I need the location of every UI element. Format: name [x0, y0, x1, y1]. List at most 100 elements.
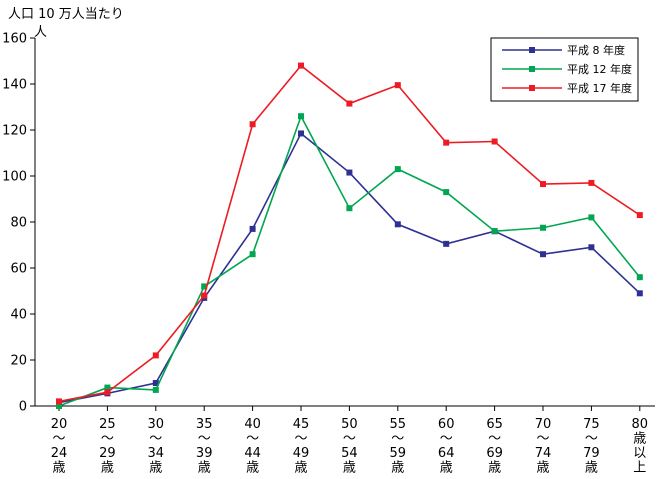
data-point: [56, 403, 62, 409]
x-tick-label: 〜: [198, 432, 211, 447]
series-3: [56, 62, 643, 405]
y-tick-label: 100: [2, 170, 27, 185]
x-tick-label: 〜: [391, 432, 404, 447]
x-tick-label: 〜: [440, 432, 453, 447]
data-point: [443, 139, 450, 146]
x-tick-label: 〜: [246, 432, 259, 447]
data-point: [346, 169, 353, 176]
data-point: [588, 214, 595, 221]
x-tick-label: 〜: [149, 432, 162, 447]
x-tick-label: 60: [438, 417, 455, 432]
x-tick-label: 〜: [52, 432, 65, 447]
legend-item: 平成 8 年度: [502, 43, 625, 57]
x-tick-label: 45: [293, 417, 310, 432]
y-tick-label: 60: [10, 262, 27, 277]
x-tick-label: 歳: [440, 461, 453, 476]
data-point: [249, 225, 256, 232]
legend-label: 平成 17 年度: [567, 81, 632, 95]
data-point: [394, 82, 401, 89]
legend-marker: [529, 66, 535, 72]
series-2: [56, 113, 643, 409]
data-point: [540, 181, 546, 188]
y-axis-label-line1: 人口 10 万人当たり: [8, 7, 124, 22]
x-tick-label: 44: [244, 446, 261, 461]
y-tick-label: 40: [10, 308, 27, 323]
x-tick-label: 50: [341, 417, 358, 432]
data-point: [588, 244, 595, 251]
x-tick-label: 30: [148, 417, 165, 432]
legend-label: 平成 12 年度: [567, 62, 632, 76]
y-tick-label: 20: [10, 354, 27, 369]
data-point: [249, 121, 256, 128]
data-point: [394, 221, 401, 228]
data-point: [298, 62, 304, 69]
data-point: [443, 240, 450, 247]
data-point: [298, 130, 304, 137]
x-tick-label: 54: [341, 446, 358, 461]
x-tick-label: 〜: [488, 432, 501, 447]
x-tick-label: 歳: [391, 461, 404, 476]
legend-item: 平成 17 年度: [502, 81, 632, 95]
data-point: [201, 292, 208, 299]
legend-box: [490, 37, 639, 102]
x-tick-label: 〜: [585, 432, 598, 447]
x-tick-label: 64: [438, 446, 455, 461]
x-tick-label: 歳: [294, 461, 307, 476]
y-tick-label: 120: [2, 124, 27, 139]
series-layer: [56, 62, 643, 409]
y-tick-label: 80: [10, 216, 27, 231]
data-point: [298, 113, 304, 120]
y-tick-label: 140: [2, 78, 27, 93]
x-tick-label: 75: [583, 417, 600, 432]
data-point: [346, 100, 353, 107]
data-point: [104, 384, 111, 391]
x-tick-label: 49: [293, 446, 310, 461]
data-point: [249, 251, 256, 258]
x-tick-label: 40: [244, 417, 261, 432]
data-point: [104, 389, 111, 396]
data-point: [636, 212, 643, 219]
data-point: [152, 386, 159, 393]
x-tick-label: 59: [390, 446, 407, 461]
data-point: [152, 380, 159, 386]
x-tick-label: 65: [486, 417, 503, 432]
x-tick-label: 歳: [101, 461, 114, 476]
x-tick-label: 歳: [585, 461, 598, 476]
data-point: [443, 189, 450, 196]
x-tick-label: 以: [633, 446, 646, 461]
x-tick-label: 20: [51, 417, 68, 432]
x-tick-label: 25: [99, 417, 116, 432]
y-axis-label-line2: 人: [34, 25, 47, 40]
data-point: [394, 166, 401, 173]
x-tick-label: 歳: [198, 461, 211, 476]
x-tick-label: 29: [99, 446, 116, 461]
x-tick-label: 39: [196, 446, 213, 461]
x-axis: 20〜24歳25〜29歳30〜34歳35〜39歳40〜44歳45〜49歳50〜5…: [35, 405, 655, 476]
data-point: [540, 224, 546, 231]
data-point: [56, 398, 62, 405]
x-tick-label: 74: [535, 446, 552, 461]
x-tick-label: 歳: [52, 461, 65, 476]
x-tick-label: 上: [633, 461, 646, 476]
data-point: [540, 251, 546, 258]
data-point: [346, 205, 353, 212]
data-point: [152, 352, 159, 359]
x-tick-label: 歳: [246, 461, 259, 476]
x-tick-label: 55: [390, 417, 407, 432]
data-point: [636, 274, 643, 281]
x-tick-label: 〜: [101, 432, 114, 447]
data-point: [636, 290, 643, 297]
x-tick-label: 〜: [294, 432, 307, 447]
legend-marker: [529, 47, 535, 53]
x-tick-label: 歳: [149, 461, 162, 476]
y-tick-label: 0: [19, 400, 27, 415]
legend-marker: [529, 85, 535, 91]
y-tick-label: 160: [2, 32, 27, 47]
x-tick-label: 〜: [536, 432, 549, 447]
x-tick-label: 69: [486, 446, 503, 461]
data-point: [588, 179, 595, 186]
x-tick-label: 79: [583, 446, 600, 461]
data-point: [491, 138, 498, 145]
series-line: [58, 64, 641, 403]
